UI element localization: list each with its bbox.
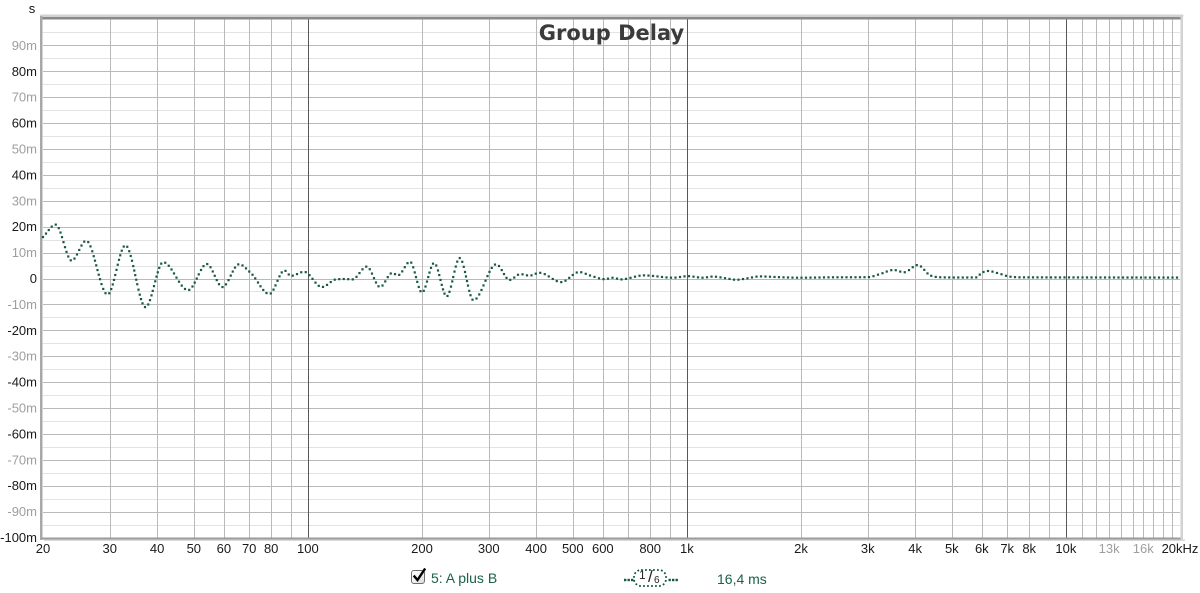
x-tick-label: 10k: [1055, 541, 1076, 556]
x-tick-label: 13k: [1099, 541, 1120, 556]
x-tick-label: 70: [242, 541, 256, 556]
y-tick-label: -10m: [7, 297, 37, 312]
x-tick-label: 16k: [1133, 541, 1154, 556]
x-tick-label: 40: [150, 541, 164, 556]
y-tick-label: -60m: [7, 426, 37, 441]
x-tick-label: 4k: [908, 541, 922, 556]
x-tick-label: 200: [411, 541, 433, 556]
x-tick-label: 80: [264, 541, 278, 556]
y-tick-label: 80m: [12, 64, 37, 79]
y-tick-label: 30m: [12, 193, 37, 208]
smoothing-indicator[interactable]: 1/6: [622, 567, 678, 589]
x-tick-label: 800: [639, 541, 661, 556]
x-tick-label: 1k: [680, 541, 694, 556]
x-tick-label: 100: [297, 541, 319, 556]
y-tick-label: 20m: [12, 219, 37, 234]
y-tick-label: 10m: [12, 245, 37, 260]
smoothing-numerator: 1: [639, 568, 646, 582]
trace-dots: [41, 223, 1179, 309]
y-tick-label: 50m: [12, 142, 37, 157]
x-tick-label: 5k: [945, 541, 959, 556]
x-tick-label: 60: [217, 541, 231, 556]
smoothing-denominator: 6: [654, 575, 660, 586]
x-tick-label: 20: [36, 541, 50, 556]
trace-checkbox[interactable]: [411, 567, 427, 584]
smoothing-badge-border: [633, 569, 667, 587]
delay-readout: 16,4 ms: [717, 571, 767, 587]
x-tick-label: 500: [562, 541, 584, 556]
chart-title: Group Delay: [538, 21, 685, 45]
smoothing-slash: /: [648, 567, 653, 586]
x-tick-label: 300: [478, 541, 500, 556]
y-tick-label: -100m: [0, 530, 37, 545]
gridlines-decade: [308, 19, 1067, 538]
legend-row: 5: A plus B 1/6 16,4 ms: [0, 563, 1200, 593]
gridlines-major: [43, 19, 1180, 538]
y-tick-label: -40m: [7, 375, 37, 390]
checkmark-icon: [412, 567, 427, 582]
x-tick-label: 600: [592, 541, 614, 556]
y-tick-label: -70m: [7, 452, 37, 467]
y-tick-label: -30m: [7, 349, 37, 364]
x-tick-label: 20kHz: [1162, 541, 1199, 556]
y-tick-label: -20m: [7, 323, 37, 338]
smoothing-badge: 1/6: [633, 567, 667, 587]
trace-style-sample: [624, 578, 678, 582]
trace-label[interactable]: 5: A plus B: [431, 570, 498, 586]
plot-border: [40, 14, 1185, 541]
x-axis-labels: 20 30 40 50 60 70 80 100 200 300 400 500 600 800 1k 2k 3…: [36, 541, 1199, 556]
x-tick-label: 50: [187, 541, 201, 556]
y-tick-label: -50m: [7, 401, 37, 416]
gridlines-minor: [43, 32, 1180, 526]
x-tick-label: 30: [103, 541, 117, 556]
y-axis-labels: 90m 80m 70m 60m 50m 40m 30m 20m 10m 0 -10m -20m -30m…: [0, 38, 37, 545]
y-tick-label: -80m: [7, 478, 37, 493]
x-tick-label: 3k: [861, 541, 875, 556]
x-tick-label: 400: [525, 541, 547, 556]
y-tick-label: 40m: [12, 167, 37, 182]
x-tick-label: 7k: [1000, 541, 1014, 556]
y-tick-label: -90m: [7, 504, 37, 519]
y-axis-unit-label: s: [28, 1, 36, 16]
y-tick-label: 70m: [12, 90, 37, 105]
y-tick-label: 60m: [12, 116, 37, 131]
x-tick-label: 8k: [1022, 541, 1036, 556]
y-tick-label: 0: [30, 271, 37, 286]
x-tick-label: 2k: [794, 541, 808, 556]
y-tick-label: 90m: [12, 38, 37, 53]
x-tick-label: 6k: [975, 541, 989, 556]
